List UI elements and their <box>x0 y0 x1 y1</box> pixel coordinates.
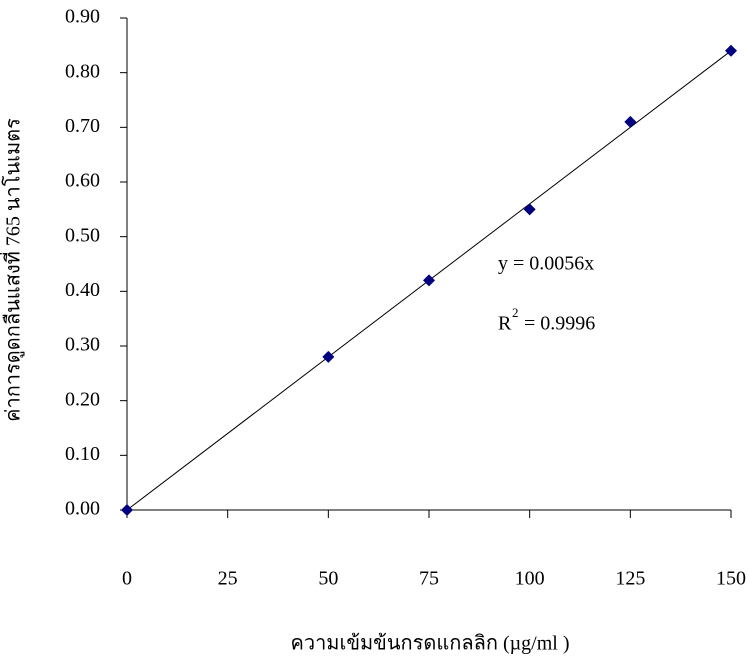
x-tick-label: 0 <box>122 568 132 590</box>
y-tick-label: 0.60 <box>65 170 100 192</box>
y-tick-label: 0.10 <box>65 443 100 465</box>
x-tick-label: 100 <box>515 568 545 590</box>
y-axis-label: ค่าการดูดกลืนแสงที่ 765 นาโนเมตร <box>0 118 26 422</box>
y-tick-label: 0.50 <box>65 224 100 246</box>
data-point <box>121 504 133 516</box>
chart: ค่าการดูดกลืนแสงที่ 765 นาโนเมตร ความเข้… <box>0 0 750 662</box>
data-point <box>624 116 636 128</box>
y-tick-label: 0.30 <box>65 334 100 356</box>
y-tick-label: 0.80 <box>65 60 100 82</box>
data-point <box>725 45 737 57</box>
x-tick-label: 150 <box>716 568 746 590</box>
x-tick-label: 25 <box>218 568 238 590</box>
trendline-equation: y = 0.0056x <box>498 253 594 275</box>
r2-exponent: 2 <box>512 305 519 320</box>
x-tick-label: 125 <box>615 568 645 590</box>
x-tick-label: 50 <box>318 568 338 590</box>
x-axis-label: ความเข้มข้นกรดแกลลิก (µg/ml ) <box>290 633 569 655</box>
data-point <box>423 274 435 286</box>
r2-value: = 0.9996 <box>519 313 595 335</box>
y-tick-label: 0.00 <box>65 498 100 520</box>
data-point <box>524 203 536 215</box>
x-tick-label: 75 <box>419 568 439 590</box>
y-tick-label: 0.40 <box>65 279 100 301</box>
y-tick-label: 0.90 <box>65 6 100 28</box>
y-tick-label: 0.70 <box>65 115 100 137</box>
y-tick-label: 0.20 <box>65 388 100 410</box>
r2-symbol: R <box>498 313 512 335</box>
data-point <box>322 351 334 363</box>
